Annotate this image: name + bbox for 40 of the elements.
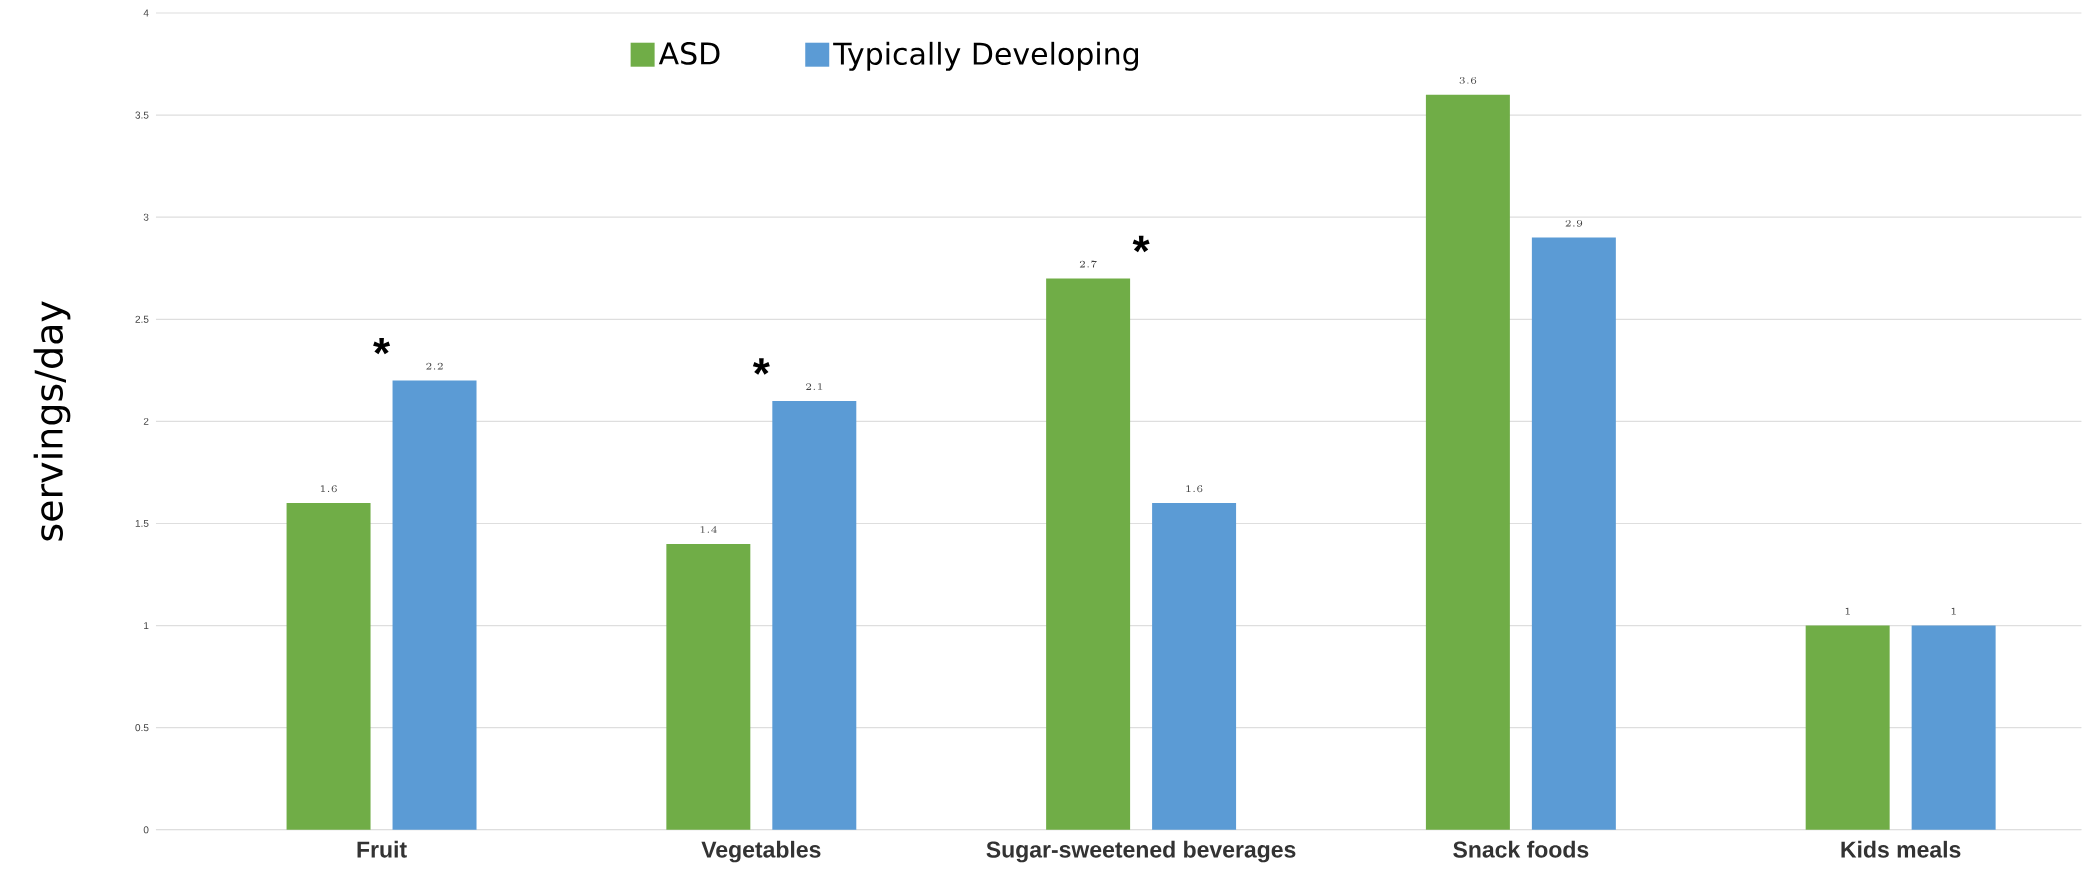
annotation: * (752, 358, 770, 375)
y-axis-title: servings/day (33, 301, 71, 541)
annotation: * (1132, 235, 1150, 253)
y-tick-label: 1 (144, 622, 149, 630)
y-tick-label: 3.5 (135, 111, 149, 119)
x-tick-label: Snack foods (1453, 840, 1589, 858)
x-tick-label: Kids meals (1841, 840, 1961, 858)
annotation: * (373, 338, 391, 355)
y-tick-label: 0 (143, 826, 149, 834)
x-tick-label: Vegetables (701, 840, 821, 863)
data-label: 2 . 7 (1079, 260, 1097, 268)
data-label: 1 . 4 (700, 526, 717, 533)
data-label: 2 . 1 (806, 383, 823, 391)
data-label: 2 . 9 (1565, 220, 1583, 227)
legend-label: Typically Developing (833, 41, 1138, 71)
data-label: 1 (1951, 607, 1956, 615)
data-label: 1 (1845, 607, 1850, 615)
x-tick-label: Sugar-sweetened beverages (986, 840, 1296, 863)
y-tick-label: 2.5 (135, 315, 149, 323)
data-label: 3 . 6 (1459, 77, 1477, 84)
bar (392, 380, 477, 830)
bar (286, 503, 371, 830)
bar (666, 544, 751, 830)
data-label: 1 . 6 (320, 485, 337, 493)
bar (1805, 625, 1890, 830)
bar (1911, 625, 1996, 830)
bar (1425, 94, 1510, 830)
bar (1152, 503, 1237, 830)
bar (772, 401, 857, 830)
y-tick-label: 1.5 (135, 520, 149, 528)
data-label: 2 . 2 (426, 362, 443, 370)
y-tick-label: 0.5 (135, 724, 149, 732)
data-label: 1 . 6 (1186, 485, 1203, 493)
bar (1531, 237, 1616, 830)
y-tick-label: 3 (143, 213, 149, 221)
x-tick-label: Fruit (357, 840, 407, 858)
bar (1046, 278, 1131, 830)
y-tick-label: 4 (143, 9, 149, 17)
legend-label: ASD (658, 42, 720, 65)
y-tick-label: 2 (143, 418, 149, 425)
